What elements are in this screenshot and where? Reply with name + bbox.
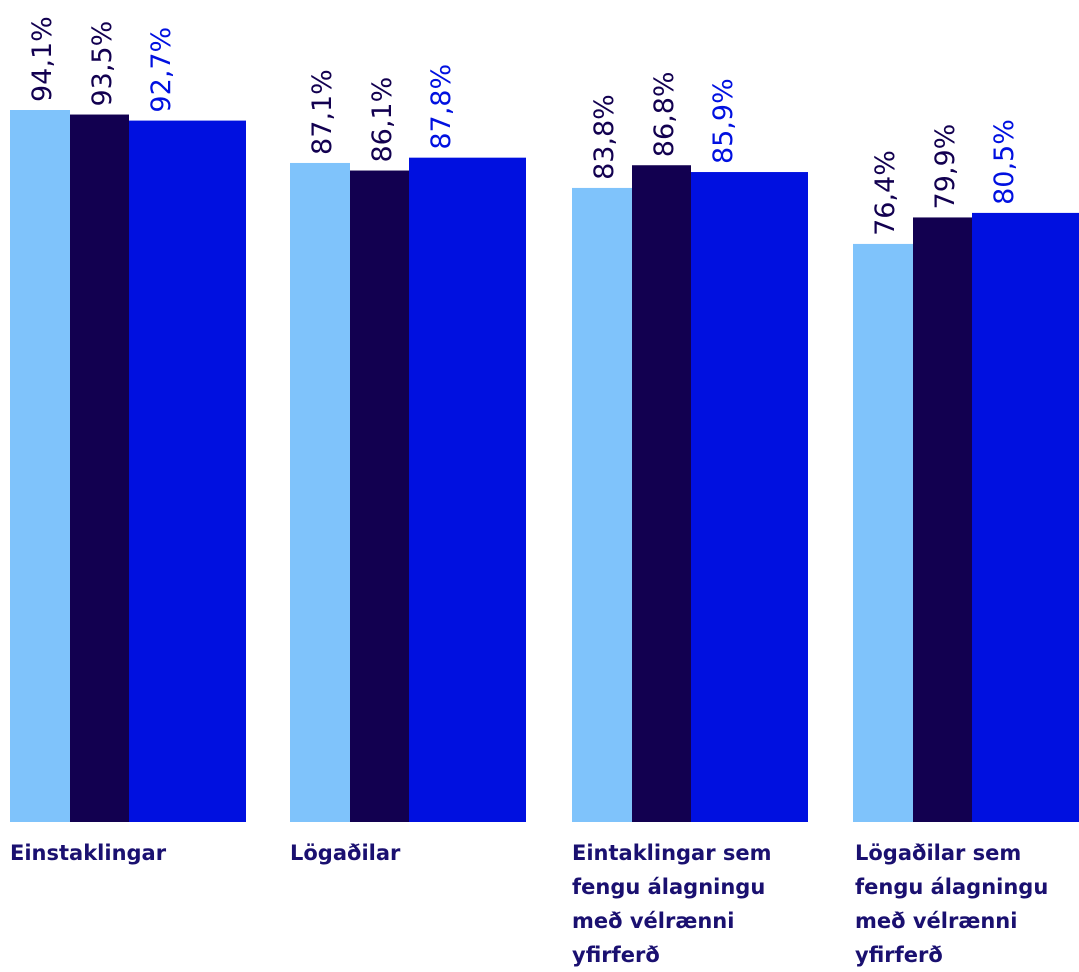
value-label-eintaklingar-sem-fengu-alagningu-med-velraenni-yfirferd-series-3: 85,9% [708,78,739,164]
value-label-logadilar-sem-fengu-alagningu-med-velraenni-yfirferd-series-1: 76,4% [870,150,901,236]
category-label-logadilar-velraen: Lögaðilar sem fengu álagningu með vélræn… [855,841,1049,967]
bar-eintaklingar-sem-fengu-alagningu-med-velraenni-yfirferd-series-3 [691,172,808,823]
bar-logadilar-series-3 [409,157,526,822]
value-label-logadilar-series-3: 87,8% [426,64,457,150]
bar-logadilar-sem-fengu-alagningu-med-velraenni-yfirferd-series-2 [913,217,972,823]
value-labels-group: 94,1% 93,5% 92,7% 87,1% 86,1% 87,8% 83,8% 86,8%… [27,16,1020,236]
bar-eintaklingar-sem-fengu-alagningu-med-velraenni-yfirferd-series-1 [572,187,632,823]
value-label-einstaklingar-series-3: 92,7% [146,27,177,113]
value-label-logadilar-series-1: 87,1% [307,69,338,155]
category-label-einstaklingar-velraen: Eintaklingar sem fengu álagningu með vél… [572,841,772,967]
bar-einstaklingar-series-1 [10,110,70,822]
bar-eintaklingar-sem-fengu-alagningu-med-velraenni-yfirferd-series-2 [632,165,691,822]
bar-logadilar-series-2 [350,170,409,822]
value-label-eintaklingar-sem-fengu-alagningu-med-velraenni-yfirferd-series-2: 86,8% [649,71,680,157]
category-label-logadilar: Lögaðilar [290,841,401,865]
value-label-logadilar-sem-fengu-alagningu-med-velraenni-yfirferd-series-2: 79,9% [930,124,961,210]
bar-logadilar-sem-fengu-alagningu-med-velraenni-yfirferd-series-3 [972,212,1079,822]
value-label-einstaklingar-series-2: 93,5% [87,21,118,107]
bar-logadilar-sem-fengu-alagningu-med-velraenni-yfirferd-series-1 [853,243,913,823]
category-label-einstaklingar: Einstaklingar [10,841,167,865]
value-label-logadilar-series-2: 86,1% [367,77,398,163]
value-label-einstaklingar-series-1: 94,1% [27,16,58,102]
bar-logadilar-series-1 [290,162,350,822]
value-label-logadilar-sem-fengu-alagningu-med-velraenni-yfirferd-series-3: 80,5% [989,119,1020,205]
bar-einstaklingar-series-3 [129,120,246,822]
value-label-eintaklingar-sem-fengu-alagningu-med-velraenni-yfirferd-series-1: 83,8% [589,94,620,180]
bars-group [10,110,1079,823]
bar-einstaklingar-series-2 [70,114,129,822]
